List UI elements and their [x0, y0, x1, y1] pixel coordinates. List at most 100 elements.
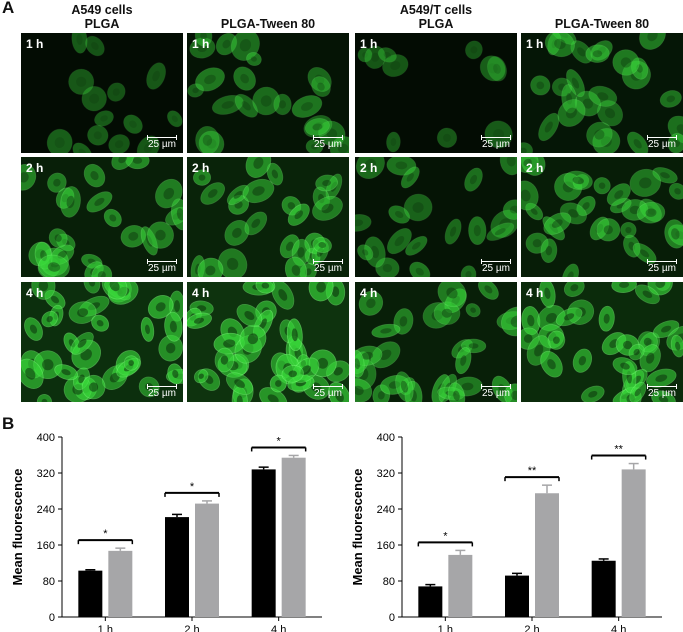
scale-bar: 25 µm [647, 259, 677, 274]
scale-bar-label: 25 µm [314, 388, 342, 399]
micrograph-tile: 4 h 25 µm [21, 282, 183, 402]
micrograph-tile: 1 h 25 µm [355, 33, 517, 153]
y-tick-label: 160 [377, 540, 395, 552]
bar [505, 575, 529, 617]
micrograph-tile: 2 h 25 µm [521, 157, 683, 277]
time-label: 1 h [360, 37, 378, 51]
time-label: 4 h [26, 286, 44, 300]
chart-left: 0 80 160 240 320 400 Mean fluorescence 1 h * 2 h *… [10, 432, 322, 632]
y-tick-label: 400 [377, 432, 395, 444]
cell-fluorescence-image [187, 282, 349, 402]
y-tick-label: 320 [37, 468, 55, 480]
bar [535, 493, 559, 617]
bar [165, 517, 189, 617]
scale-bar-label: 25 µm [482, 263, 510, 274]
cell-fluorescence-image [521, 157, 683, 277]
cell-line-label: A549 cells [71, 3, 133, 17]
panel-a-label: A [2, 0, 15, 17]
time-label: 2 h [26, 161, 44, 175]
micrograph-tile: 4 h 25 µm [521, 282, 683, 402]
cell-fluorescence-image [187, 157, 349, 277]
micrograph-tile: 4 h 25 µm [187, 282, 349, 402]
y-tick-label: 80 [43, 576, 55, 588]
scale-bar-label: 25 µm [648, 263, 676, 274]
column-header: PLGA-Tween 80 [183, 17, 353, 31]
scale-bar: 25 µm [647, 135, 677, 150]
formulation-label: PLGA [418, 17, 454, 31]
micrograph-tile: 4 h 25 µm [355, 282, 517, 402]
time-label: 2 h [526, 161, 544, 175]
column-header: A549/T cells PLGA [351, 3, 521, 31]
y-tick-label: 80 [383, 576, 395, 588]
scale-bar: 25 µm [481, 259, 511, 274]
significance-marker: * [277, 435, 282, 447]
bar [448, 554, 473, 617]
micrograph-tile: 1 h 25 µm [521, 33, 683, 153]
bar [591, 560, 616, 617]
cell-fluorescence-image [357, 40, 513, 153]
column-header: A549 cells PLGA [17, 3, 187, 31]
scale-bar-label: 25 µm [648, 388, 676, 399]
time-label: 4 h [360, 286, 378, 300]
scale-bar: 25 µm [313, 259, 343, 274]
significance-marker: * [103, 528, 108, 540]
scale-bar: 25 µm [147, 384, 177, 399]
micrograph-tile: 2 h 25 µm [187, 157, 349, 277]
x-tick-label: 2 h [184, 624, 199, 632]
y-tick-label: 320 [377, 468, 395, 480]
formulation-label: PLGA-Tween 80 [220, 17, 316, 31]
bar [78, 570, 103, 617]
scale-bar-label: 25 µm [314, 263, 342, 274]
bar [251, 469, 276, 617]
cell-fluorescence-image [21, 282, 183, 402]
time-label: 1 h [526, 37, 544, 51]
scale-bar-label: 25 µm [148, 388, 176, 399]
x-tick-label: 4 h [271, 624, 286, 632]
formulation-label: PLGA-Tween 80 [554, 17, 650, 31]
scale-bar: 25 µm [313, 384, 343, 399]
significance-marker: * [190, 481, 195, 493]
scale-bar: 25 µm [481, 384, 511, 399]
cell-fluorescence-image [355, 282, 517, 402]
significance-marker: ** [614, 444, 623, 456]
y-tick-label: 240 [377, 504, 395, 516]
x-tick-label: 1 h [98, 624, 113, 632]
scale-bar-label: 25 µm [482, 388, 510, 399]
time-label: 1 h [192, 37, 210, 51]
scale-bar-label: 25 µm [148, 263, 176, 274]
scale-bar: 25 µm [313, 135, 343, 150]
micrograph-tile: 1 h 25 µm [21, 33, 183, 153]
time-label: 4 h [526, 286, 544, 300]
y-tick-label: 160 [37, 540, 55, 552]
bar [418, 586, 443, 617]
y-tick-label: 0 [49, 612, 55, 624]
bar [281, 457, 306, 617]
cell-fluorescence-image [521, 282, 683, 402]
y-tick-label: 240 [37, 504, 55, 516]
scale-bar: 25 µm [481, 135, 511, 150]
cell-fluorescence-image [46, 33, 183, 153]
x-tick-label: 4 h [611, 624, 626, 632]
scale-bar-label: 25 µm [148, 139, 176, 150]
cell-line-label: A549/T cells [399, 3, 473, 17]
y-tick-label: 0 [389, 612, 395, 624]
bar [195, 503, 219, 617]
scale-bar: 25 µm [647, 384, 677, 399]
x-tick-label: 2 h [524, 624, 539, 632]
y-tick-label: 400 [37, 432, 55, 444]
scale-bar-label: 25 µm [648, 139, 676, 150]
time-label: 2 h [360, 161, 378, 175]
bar [108, 550, 133, 617]
scale-bar: 25 µm [147, 135, 177, 150]
cell-fluorescence-image [21, 157, 183, 277]
significance-marker: ** [528, 465, 537, 477]
scale-bar: 25 µm [147, 259, 177, 274]
cell-fluorescence-image [187, 33, 349, 153]
time-label: 1 h [26, 37, 44, 51]
micrograph-tile: 2 h 25 µm [21, 157, 183, 277]
panel-b-label: B [2, 414, 15, 433]
time-label: 4 h [192, 286, 210, 300]
time-label: 2 h [192, 161, 210, 175]
y-axis-label: Mean fluorescence [10, 468, 25, 585]
y-axis-label: Mean fluorescence [350, 468, 365, 585]
